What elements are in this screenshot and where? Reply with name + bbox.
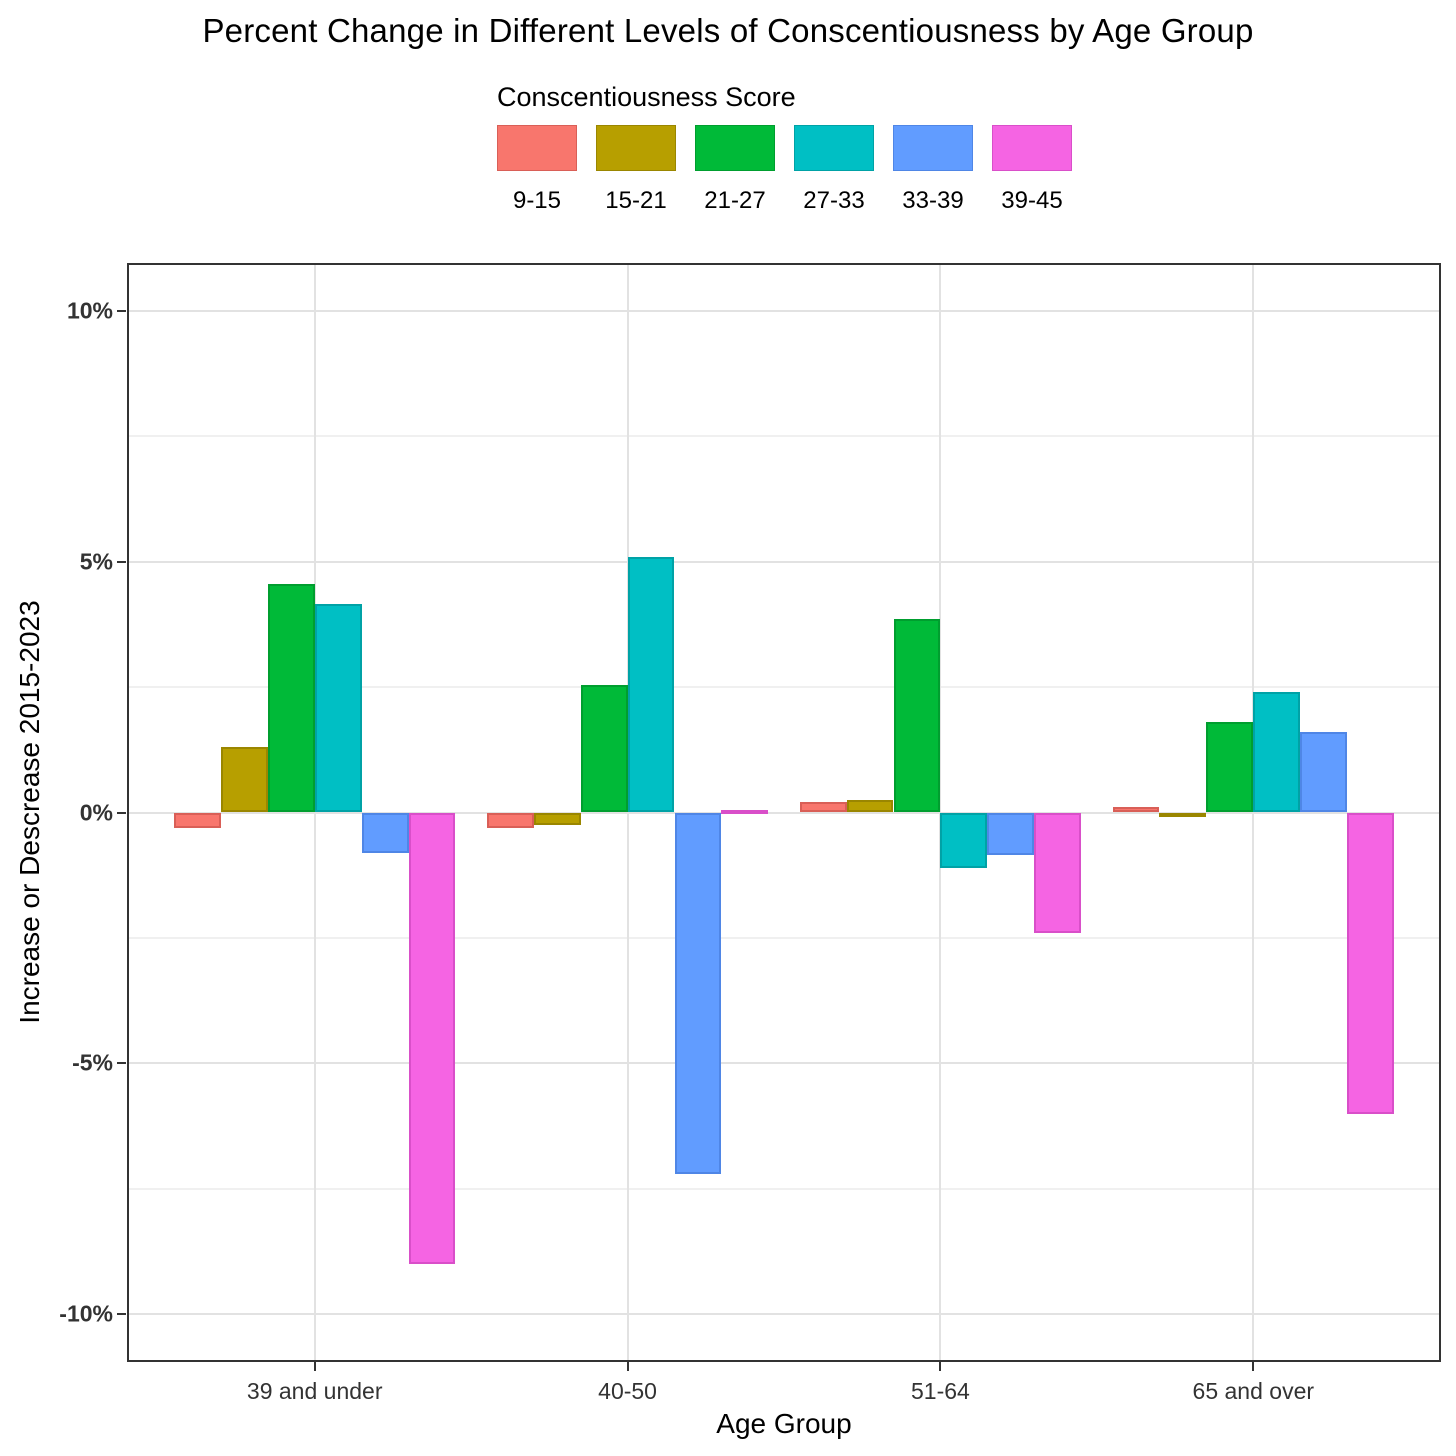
- bar-39-45-39-and-under: [408, 812, 456, 1265]
- bar-15-21-51-64: [846, 799, 894, 813]
- legend-items: 9-15 15-21 21-27 27-33 33-39 39-45: [497, 125, 1072, 215]
- minor-gridline: [127, 936, 1441, 939]
- bar-15-21-39-and-under: [220, 747, 268, 813]
- bar-33-39-51-64: [987, 812, 1035, 856]
- x-tick-label-40-50: 40-50: [598, 1378, 657, 1404]
- y-tick-mark: [117, 560, 126, 563]
- x-tick-label-39-and-under: 39 and under: [246, 1378, 383, 1404]
- major-gridline: [127, 1313, 1441, 1316]
- y-tick-label: -10%: [59, 1300, 113, 1327]
- vertical-gridline: [313, 263, 316, 1362]
- bar-39-45-65-and-over: [1347, 812, 1395, 1114]
- bar-27-33-39-and-under: [314, 604, 362, 813]
- bar-9-15-51-64: [799, 802, 847, 813]
- x-tick-mark: [939, 1362, 942, 1371]
- y-tick-label: -5%: [72, 1049, 113, 1076]
- legend-swatch-9-15: [497, 125, 577, 171]
- legend-item-21-27: 21-27: [695, 125, 775, 215]
- y-tick-label: 0%: [79, 799, 113, 825]
- x-tick-mark: [626, 1362, 629, 1371]
- legend-label: 21-27: [704, 187, 766, 214]
- major-gridline: [127, 560, 1441, 563]
- bar-27-33-51-64: [940, 812, 988, 868]
- bar-33-39-40-50: [674, 812, 722, 1174]
- legend-label: 39-45: [1001, 187, 1063, 214]
- x-tick-mark: [313, 1362, 316, 1371]
- legend-item-15-21: 15-21: [596, 125, 676, 215]
- legend-item-39-45: 39-45: [992, 125, 1072, 215]
- legend-swatch-15-21: [596, 125, 676, 171]
- y-tick-label: 5%: [79, 548, 113, 575]
- bar-9-15-65-and-over: [1112, 807, 1160, 813]
- legend-swatch-27-33: [794, 125, 874, 171]
- minor-gridline: [127, 435, 1441, 438]
- y-tick-mark: [117, 811, 126, 814]
- legend-item-27-33: 27-33: [794, 125, 874, 215]
- bar-27-33-65-and-over: [1253, 692, 1301, 813]
- x-tick-label-51-64: 51-64: [911, 1378, 970, 1404]
- bar-9-15-40-50: [486, 812, 534, 828]
- legend-label: 15-21: [605, 187, 667, 214]
- x-tick-mark: [1252, 1362, 1255, 1371]
- legend-item-33-39: 33-39: [893, 125, 973, 215]
- major-gridline: [127, 1062, 1441, 1065]
- minor-gridline: [127, 686, 1441, 689]
- bar-15-21-40-50: [533, 812, 581, 826]
- legend-label: 27-33: [803, 187, 865, 214]
- bar-39-45-40-50: [721, 809, 769, 814]
- vertical-gridline: [626, 263, 629, 1362]
- chart-title: Percent Change in Different Levels of Co…: [202, 12, 1254, 49]
- legend-label: 33-39: [902, 187, 964, 214]
- bar-33-39-65-and-over: [1300, 732, 1348, 813]
- legend-swatch-21-27: [695, 125, 775, 171]
- y-tick-mark: [117, 309, 126, 312]
- legend-item-9-15: 9-15: [497, 125, 577, 215]
- plot-panel: [127, 263, 1441, 1362]
- y-tick-mark: [117, 1062, 126, 1065]
- legend-title: Conscentiousness Score: [497, 82, 796, 112]
- bar-21-27-39-and-under: [267, 584, 315, 813]
- y-tick-mark: [117, 1313, 126, 1316]
- vertical-gridline: [1252, 263, 1255, 1362]
- bar-21-27-40-50: [580, 684, 628, 813]
- major-gridline: [127, 309, 1441, 312]
- bar-21-27-51-64: [893, 619, 941, 813]
- legend-label: 9-15: [512, 187, 562, 214]
- x-tick-label-65-and-over: 65 and over: [1192, 1378, 1315, 1404]
- bar-27-33-40-50: [627, 556, 675, 813]
- major-gridline: [127, 811, 1441, 814]
- bar-9-15-39-and-under: [173, 812, 221, 828]
- x-axis-title: Age Group: [716, 1408, 852, 1439]
- y-tick-label: 10%: [66, 297, 113, 324]
- bar-15-21-65-and-over: [1159, 812, 1207, 817]
- bar-39-45-51-64: [1034, 812, 1082, 933]
- bar-33-39-39-and-under: [361, 812, 409, 853]
- bar-21-27-65-and-over: [1206, 722, 1254, 813]
- legend-swatch-39-45: [992, 125, 1072, 171]
- minor-gridline: [127, 1187, 1441, 1190]
- legend-swatch-33-39: [893, 125, 973, 171]
